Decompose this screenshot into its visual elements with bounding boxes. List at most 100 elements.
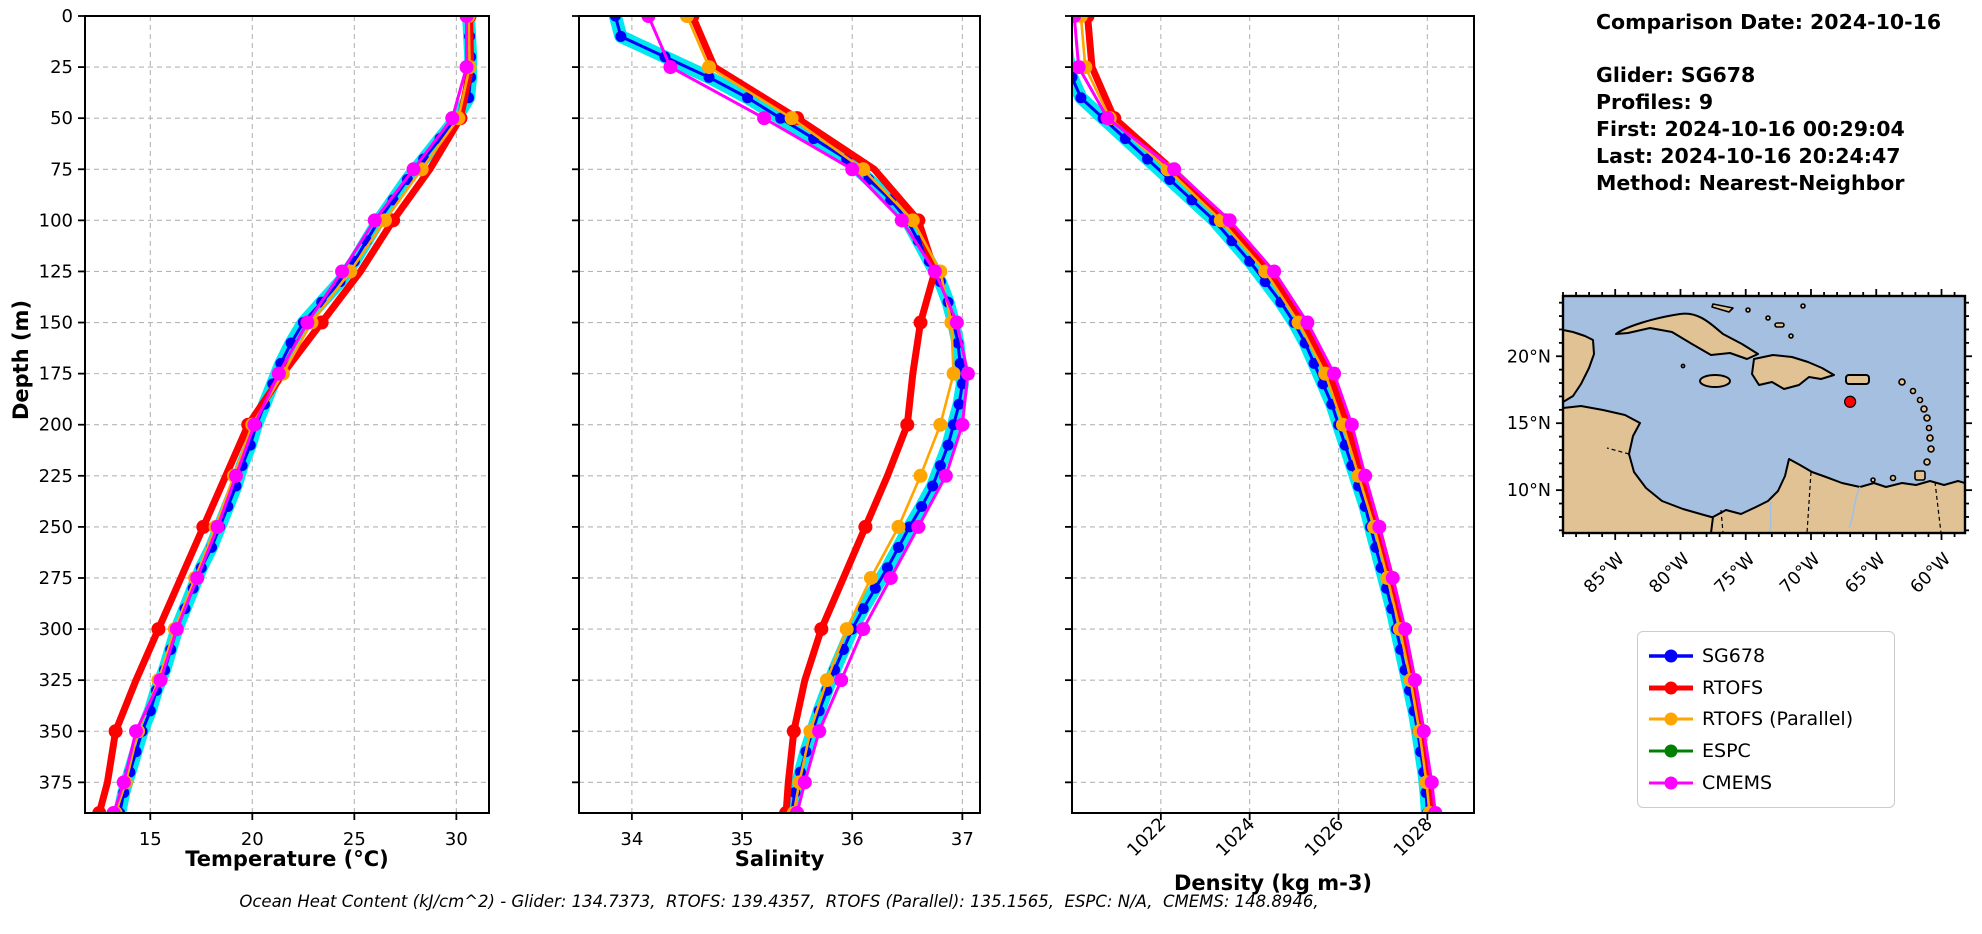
cmems-line [1072, 16, 1437, 813]
depth-tick-label: 175 [39, 364, 73, 385]
depth-axis-label: Depth (m) [9, 300, 33, 420]
legend-label: CMEMS [1702, 772, 1773, 795]
glider-profiles-band [1072, 37, 1434, 813]
legend-line-sample [1649, 744, 1693, 758]
method-text: Method: Nearest-Neighbor [1596, 171, 1905, 195]
legend-item-espc: ESPC [1648, 740, 1884, 762]
depth-tick-label: 250 [39, 517, 73, 538]
map-location-marker [1844, 395, 1857, 408]
depth-tick-label: 375 [39, 772, 73, 793]
cmems-markers [1072, 16, 1443, 813]
bahamas-islands [1711, 303, 1806, 339]
hispaniola-land [1751, 354, 1835, 390]
depth-tick-label: 150 [39, 313, 73, 334]
legend-item-rtofs-parallel: RTOFS (Parallel) [1648, 708, 1884, 730]
legend-label: RTOFS [1702, 676, 1764, 699]
depth-tick-label: 75 [50, 159, 73, 180]
x-tick-label: 20 [241, 829, 264, 850]
map-lon-label: 75°W [1711, 549, 1759, 597]
x-tick-label: 1022 [1123, 814, 1170, 861]
depth-tick-label: 100 [39, 210, 73, 231]
river [1848, 486, 1861, 529]
x-tick-label: 37 [951, 829, 974, 850]
map-lon-label: 85°W [1580, 549, 1628, 597]
ohc-footer: Ocean Heat Content (kJ/cm^2) - Glider: 1… [239, 892, 1319, 911]
x-tick-label: 1024 [1212, 814, 1259, 861]
map-lon-label: 80°W [1646, 549, 1694, 597]
depth-tick-label: 300 [39, 619, 73, 640]
lesser-antilles-islands [1680, 363, 1935, 483]
temperature-profile-xlabel: Temperature (°C) [185, 847, 388, 871]
sg678-markers [114, 16, 477, 813]
map-lat-label: 10°N [1507, 481, 1551, 501]
cuba-land [1615, 312, 1759, 360]
country-border [1934, 481, 1942, 533]
x-tick-label: 15 [139, 829, 162, 850]
legend-line-sample [1649, 649, 1693, 663]
cmems-markers [106, 16, 474, 813]
legend-line-sample [1649, 776, 1693, 790]
depth-tick-label: 125 [39, 261, 73, 282]
rtofs-markers [685, 16, 928, 813]
map-frame [1561, 294, 1967, 535]
depth-tick-label: 325 [39, 670, 73, 691]
rtofs-parallel-markers [108, 16, 477, 813]
x-tick-label: 1026 [1301, 814, 1348, 861]
salinity-profile-plot: 34 35 36 37 Salinity [572, 15, 981, 871]
country-border [1606, 447, 1630, 455]
x-tick-label: 36 [841, 829, 864, 850]
legend-label: ESPC [1702, 740, 1751, 763]
depth-tick-label: 350 [39, 721, 73, 742]
axes-frame [578, 15, 981, 814]
x-tick-label: 1028 [1390, 814, 1437, 861]
legend-item-sg678: SG678 [1648, 645, 1884, 667]
legend-line-sample [1649, 681, 1693, 695]
legend: SG678 RTOFS RTOFS (Parallel) ESPC CMEMS [1637, 631, 1895, 808]
map-lon-label: 70°W [1776, 549, 1824, 597]
south-america-land [1710, 458, 1965, 533]
country-border [1806, 471, 1812, 533]
cmems-markers [641, 16, 975, 813]
depth-tick-label: 225 [39, 466, 73, 487]
depth-tick-label: 200 [39, 415, 73, 436]
depth-tick-label: 275 [39, 568, 73, 589]
map-lon-label: 60°W [1907, 549, 1955, 597]
legend-line-sample [1649, 712, 1693, 726]
map-lat-label: 20°N [1507, 347, 1551, 367]
axes-frame [1071, 15, 1475, 814]
first-time-text: First: 2024-10-16 00:29:04 [1596, 117, 1905, 141]
info-panel: Comparison Date: 2024-10-16 Glider: SG67… [1596, 9, 1941, 197]
last-time-text: Last: 2024-10-16 20:24:47 [1596, 144, 1901, 168]
country-border [1720, 509, 1724, 533]
temperature-profile-plot: 0 25 50 75 100 125 150 175 200 225 250 275 300 325 350… [9, 6, 490, 871]
rtofs-parallel-markers [679, 16, 961, 813]
river [1768, 501, 1772, 533]
caribbean-map: 85°W 80°W 75°W 70°W 65°W 60°W 20°N 15°N 10°N [1507, 289, 1972, 598]
yucatan-land [1563, 329, 1595, 403]
density-profile-plot: 1022 1024 1026 1028 Density (kg m-3) [1065, 15, 1475, 895]
cmems-line [112, 16, 469, 813]
map-marker-group [1844, 395, 1857, 408]
legend-item-rtofs: RTOFS [1648, 677, 1884, 699]
profiles-text: Profiles: 9 [1596, 90, 1714, 114]
glider-profiles-band [113, 16, 478, 813]
x-tick-label: 35 [731, 829, 754, 850]
depth-tick-label: 0 [62, 6, 73, 27]
map-lon-label: 65°W [1841, 549, 1889, 597]
rtofs-line [1084, 16, 1436, 813]
jamaica-land [1699, 374, 1731, 388]
depth-tick-label: 50 [50, 108, 73, 129]
x-tick-label: 34 [620, 829, 643, 850]
puerto-rico-land [1845, 374, 1870, 385]
comparison-date-text: Comparison Date: 2024-10-16 [1596, 10, 1942, 34]
sg678-line [118, 16, 473, 813]
map-land-group [1563, 303, 1965, 533]
legend-label: SG678 [1702, 644, 1766, 667]
density-profile-xlabel: Density (kg m-3) [1174, 871, 1372, 895]
axes-frame [84, 15, 490, 814]
legend-item-cmems: CMEMS [1648, 772, 1884, 794]
legend-label: RTOFS (Parallel) [1702, 708, 1854, 731]
rtofs-parallel-line [114, 16, 471, 813]
